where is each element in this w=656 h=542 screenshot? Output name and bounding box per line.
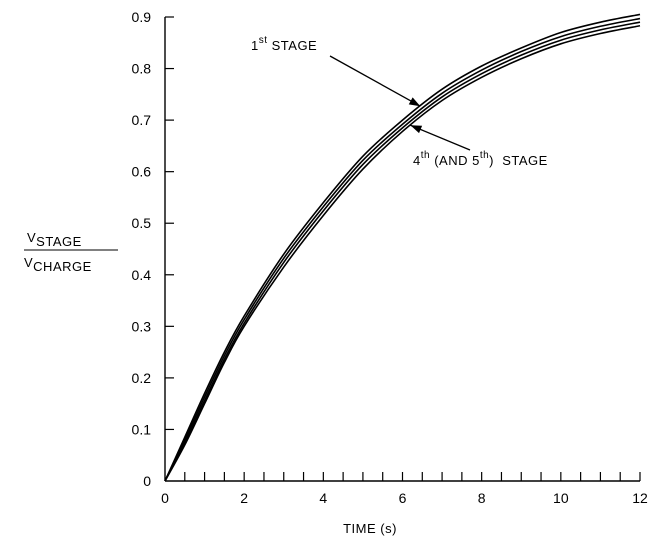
y-tick-label: 0.4 (132, 267, 152, 283)
y-tick-label: 0.7 (132, 112, 152, 128)
y-tick-label: 0.6 (132, 164, 152, 180)
y-tick-label: 0 (143, 473, 151, 489)
series-line-2 (164, 17, 641, 482)
series-line-3 (164, 21, 641, 482)
y-axis-title: VSTAGE VCHARGE (24, 230, 118, 274)
y-title-denominator: V (24, 255, 33, 270)
x-tick-label: 10 (553, 490, 569, 506)
annotation-4th-stage: 4th (AND 5th) STAGE (410, 124, 548, 168)
x-tick-label: 0 (161, 490, 169, 506)
y-tick-label: 0.8 (132, 61, 152, 77)
y-tick-label: 0.1 (132, 421, 152, 437)
series-line-4 (164, 24, 641, 482)
y-tick-label: 0.2 (132, 370, 152, 386)
x-tick-label: 6 (399, 490, 407, 506)
annotation-1st-stage-label: 1st STAGE (251, 35, 317, 53)
y-title-numerator-sub: STAGE (36, 234, 82, 249)
y-axis-ticks: 0 0.1 0.2 0.3 0.4 0.5 0.6 0.7 0.8 0.9 (132, 9, 174, 489)
annotation-4th-stage-label: 4th (AND 5th) STAGE (413, 150, 548, 168)
svg-text:VSTAGE: VSTAGE (27, 230, 82, 249)
x-axis-title: TIME (s) (343, 521, 397, 536)
series-line-1 (164, 13, 641, 482)
y-tick-label: 0.3 (132, 318, 152, 334)
x-axis-ticks: 0 2 4 6 8 10 12 (161, 472, 648, 506)
x-tick-label: 4 (319, 490, 327, 506)
x-tick-label: 2 (240, 490, 248, 506)
annotation-4th-stage-arrowhead (410, 125, 423, 134)
annotation-1st-stage: 1st STAGE (251, 35, 421, 107)
series-group (164, 13, 641, 482)
x-tick-label: 12 (632, 490, 648, 506)
y-tick-label: 0.5 (132, 215, 152, 231)
y-tick-label: 0.9 (132, 9, 152, 25)
y-title-denominator-sub: CHARGE (33, 259, 92, 274)
annotation-1st-stage-arrow (329, 55, 421, 107)
y-title-numerator: V (27, 230, 36, 245)
svg-text:VCHARGE: VCHARGE (24, 255, 92, 274)
annotation-1st-stage-arrowhead (408, 97, 421, 107)
x-tick-label: 8 (478, 490, 486, 506)
